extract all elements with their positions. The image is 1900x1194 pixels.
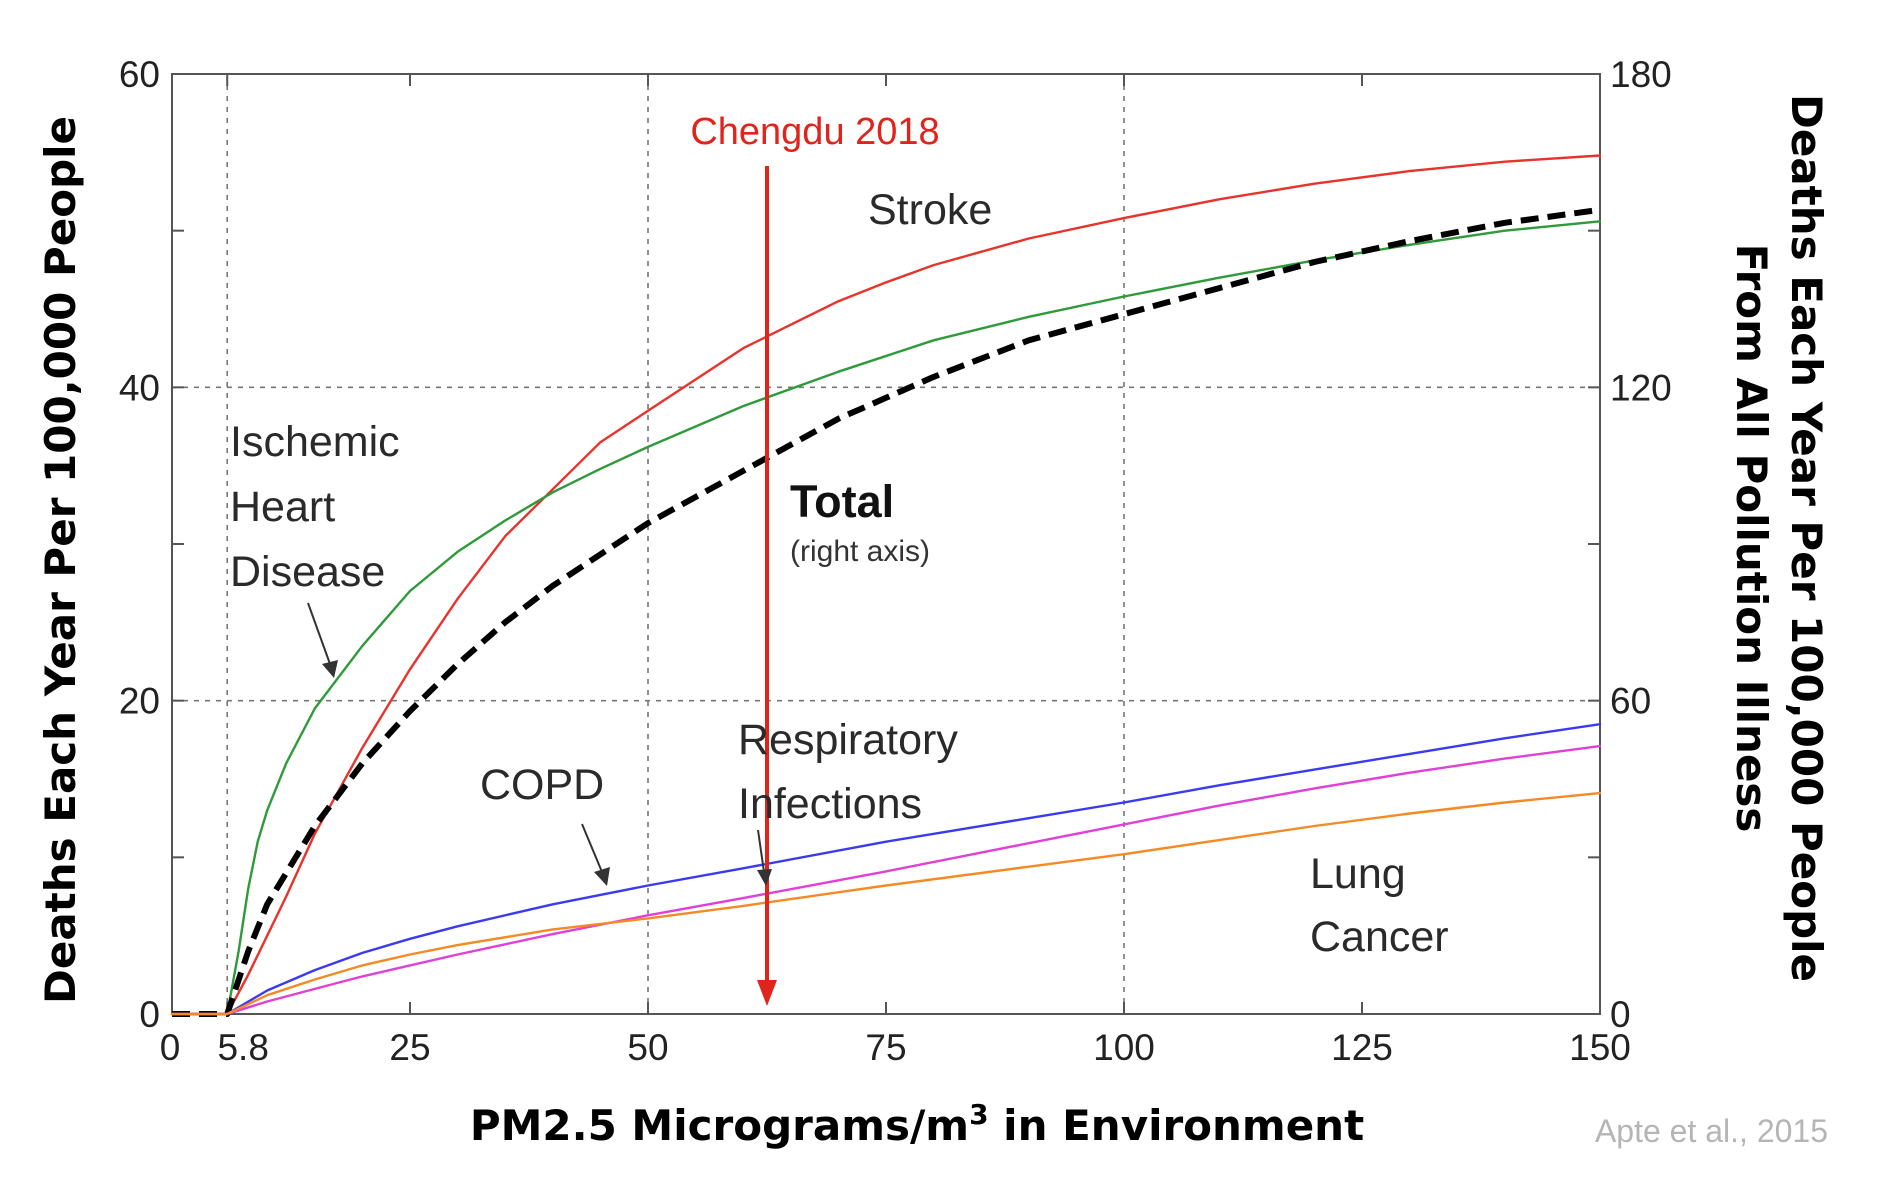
y-axis-right-title-line1: Deaths Each Year Per 100,000 People <box>1782 94 1831 982</box>
source-credit: Apte et al., 2015 <box>1595 1113 1828 1149</box>
y-tick-label-left: 40 <box>119 367 160 408</box>
y-axis-right-title-line2: From All Pollution Illness <box>1727 244 1776 833</box>
x-axis-title-superscript: 3 <box>969 1098 988 1131</box>
x-axis-title: PM2.5 Micrograms/m3 in Environment <box>470 1098 1364 1150</box>
series-copd <box>170 723 1602 1016</box>
annotation-lung-cancer-line1: Lung <box>1310 850 1406 898</box>
annotation-stroke: Stroke <box>868 186 992 234</box>
marker-arrowhead <box>757 980 777 1006</box>
x-axis-title-main: PM2.5 Micrograms/m <box>470 1101 969 1150</box>
annotation-respiratory-line2: Infections <box>738 780 922 828</box>
annotation-lung-cancer-line2: Cancer <box>1310 913 1449 961</box>
annotation-respiratory-arrowhead <box>757 869 772 886</box>
y-tick-label-left: 20 <box>119 681 160 722</box>
annotation-copd-pointer <box>581 823 603 873</box>
x-axis-title-tail: in Environment <box>989 1101 1365 1150</box>
annotation-respiratory-pointer <box>757 829 765 873</box>
annotation-ischemic-line1: Ischemic <box>230 418 400 466</box>
grid <box>172 74 1600 1014</box>
annotation-copd: COPD <box>480 761 604 809</box>
series-stroke <box>170 154 1602 1016</box>
annotation-copd-arrowhead <box>594 867 610 886</box>
y-tick-label-right: 180 <box>1610 54 1672 95</box>
series-respiratory-infections <box>170 744 1602 1016</box>
x-tick-label: 50 <box>627 1027 668 1068</box>
x-tick-label: 75 <box>865 1027 906 1068</box>
annotations: Stroke Ischemic Heart Disease Total (rig… <box>230 186 1449 961</box>
series-ischemic-heart-disease <box>170 220 1602 1016</box>
y-axis-left-title: Deaths Each Year Per 100,000 People <box>36 116 85 1004</box>
x-tick-label: 5.8 <box>217 1027 268 1068</box>
annotation-total: Total <box>790 476 894 527</box>
marker-label: Chengdu 2018 <box>690 111 939 153</box>
y-tick-label-right: 120 <box>1610 367 1672 408</box>
annotation-ischemic-pointer <box>307 602 331 665</box>
x-tick-label: 100 <box>1093 1027 1155 1068</box>
y-tick-label-left: 60 <box>119 54 160 95</box>
annotation-total-sub: (right axis) <box>790 535 930 568</box>
x-tick-label: 150 <box>1569 1027 1631 1068</box>
annotation-ischemic-line2: Heart <box>230 483 335 531</box>
series-total <box>172 206 1601 1017</box>
x-tick-label: 125 <box>1331 1027 1393 1068</box>
y-tick-label-left: 0 <box>139 994 160 1035</box>
x-tick-label: 0 <box>160 1027 181 1068</box>
y-tick-label-right: 0 <box>1610 994 1631 1035</box>
y-tick-label-right: 60 <box>1610 681 1651 722</box>
annotation-respiratory-line1: Respiratory <box>738 716 958 764</box>
annotation-ischemic-line3: Disease <box>230 548 385 596</box>
series-lines <box>170 154 1602 1017</box>
x-tick-label: 25 <box>389 1027 430 1068</box>
chengdu-marker: Chengdu 2018 <box>690 111 940 1006</box>
series-lung-cancer <box>170 791 1602 1016</box>
annotation-ischemic-arrowhead <box>322 660 338 678</box>
